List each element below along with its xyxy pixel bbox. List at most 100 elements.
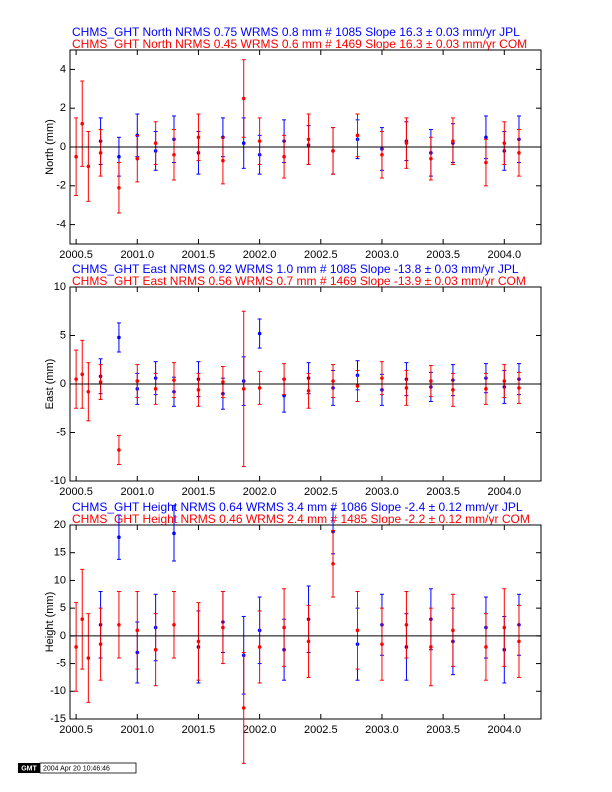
point [502, 141, 507, 145]
point [153, 141, 158, 145]
plot-frame [69, 524, 542, 720]
point [172, 378, 176, 382]
x-tick-label: 2003.0 [365, 724, 399, 736]
point [380, 152, 384, 157]
y-tick-label: 5 [60, 329, 66, 341]
legend-title: CHMS_GHT East NRMS 0.92 WRMS 1.0 mm # 10… [72, 262, 519, 276]
y-tick-label: 0 [60, 141, 66, 153]
y-tick-label: -15 [50, 713, 66, 725]
y-tick-label: 5 [60, 602, 66, 614]
point [331, 149, 335, 153]
x-tick-label: 2002.5 [304, 486, 338, 498]
x-tick-label: 2002.0 [243, 724, 277, 736]
y-tick-label: 0 [60, 378, 66, 390]
point [117, 154, 121, 159]
point [86, 164, 91, 169]
point [98, 380, 103, 384]
x-tick-label: 2003.0 [365, 249, 399, 261]
x-tick-label: 2001.5 [182, 724, 216, 736]
y-tick-label: -2 [56, 180, 66, 192]
y-tick-label: -10 [50, 685, 66, 697]
point [117, 448, 121, 452]
point [135, 156, 140, 161]
point [517, 639, 521, 644]
y-tick-label: 2 [60, 102, 66, 114]
point [196, 135, 201, 140]
y-tick-label: -10 [50, 475, 66, 487]
x-tick-label: 2002.0 [243, 486, 277, 498]
point [282, 154, 286, 159]
point [153, 387, 158, 391]
point [355, 133, 360, 138]
point [306, 388, 311, 393]
point [117, 335, 121, 340]
point [241, 387, 246, 391]
y-tick-label: -5 [56, 426, 66, 438]
point [172, 622, 176, 627]
y-tick-label: 0 [60, 630, 66, 642]
x-tick-label: 2000.5 [59, 249, 93, 261]
x-tick-label: 2003.5 [426, 486, 460, 498]
point [331, 562, 335, 566]
y-axis-label: East (mm) [44, 359, 56, 410]
point [404, 386, 409, 390]
x-tick-label: 2000.5 [59, 724, 93, 736]
point [221, 158, 225, 163]
y-tick-label: 20 [54, 519, 66, 531]
point [306, 137, 311, 142]
point [74, 377, 78, 381]
point [80, 121, 85, 126]
point [484, 387, 488, 391]
point [221, 380, 225, 384]
point [429, 156, 433, 161]
x-tick-label: 2004.0 [487, 486, 521, 498]
point [117, 622, 121, 627]
timestamp-box [39, 762, 137, 774]
point [74, 154, 78, 159]
point [257, 645, 262, 649]
x-tick-label: 2001.0 [120, 249, 154, 261]
x-tick-label: 2000.5 [59, 486, 93, 498]
y-tick-label: 10 [54, 281, 66, 293]
legend-title: CHMS_GHT East NRMS 0.56 WRMS 0.7 mm # 14… [72, 274, 526, 288]
x-tick-label: 2003.0 [365, 486, 399, 498]
x-tick-label: 2004.0 [487, 249, 521, 261]
legend-title: CHMS_GHT Height NRMS 0.46 WRMS 2.4 mm # … [72, 512, 530, 526]
x-tick-label: 2001.0 [120, 724, 154, 736]
point [484, 645, 488, 649]
point [451, 388, 455, 392]
point [86, 389, 91, 394]
point [484, 160, 488, 165]
y-tick-label: -5 [56, 657, 66, 669]
point [80, 372, 85, 377]
point [153, 647, 158, 652]
y-tick-label: 15 [54, 547, 66, 559]
point [355, 384, 360, 388]
point [451, 139, 455, 143]
legend-title: CHMS_GHT North NRMS 0.75 WRMS 0.8 mm # 1… [72, 25, 520, 39]
y-axis-label: Height (mm) [44, 592, 56, 653]
point [196, 388, 201, 392]
point [241, 96, 246, 101]
point [135, 379, 140, 383]
point [257, 139, 262, 143]
point [502, 625, 507, 630]
point [517, 386, 521, 390]
point [331, 379, 335, 383]
point [429, 645, 433, 649]
point [98, 151, 103, 155]
x-tick-label: 2002.0 [243, 249, 277, 261]
point [380, 642, 384, 646]
point [429, 379, 433, 383]
point [484, 135, 488, 140]
point [380, 376, 384, 380]
point [502, 379, 507, 383]
point [282, 625, 286, 630]
point [117, 535, 121, 539]
x-tick-label: 2004.0 [487, 724, 521, 736]
x-tick-label: 2002.5 [304, 724, 338, 736]
point [221, 625, 225, 630]
x-tick-label: 2002.5 [304, 249, 338, 261]
point [355, 628, 360, 633]
